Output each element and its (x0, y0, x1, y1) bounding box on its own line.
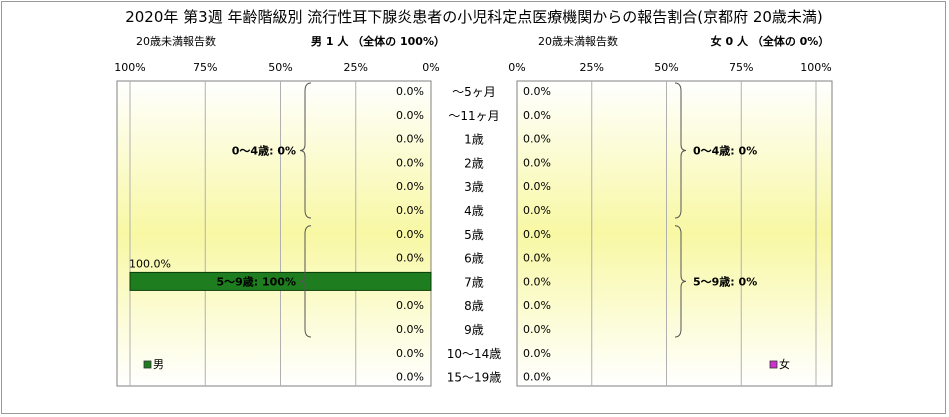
category-label: 9歳 (464, 323, 484, 337)
legend-label-left: 男 (153, 358, 164, 371)
plot-area-left (116, 80, 432, 387)
legend-swatch-right (769, 360, 778, 369)
category-label: 5歳 (464, 228, 484, 242)
value-label: 0.0% (523, 252, 551, 265)
group-label-left: 0～4歳: 0% (232, 144, 296, 158)
value-label: 0.0% (523, 347, 551, 360)
x-tick-label-left: 75% (193, 61, 217, 74)
x-tick-label-right: 0% (508, 61, 525, 74)
group-label-right: 0～4歳: 0% (693, 144, 757, 158)
plot-area-right (516, 80, 833, 387)
value-label: 0.0% (523, 133, 551, 146)
value-label: 0.0% (523, 371, 551, 384)
chart-title: 2020年 第3週 年齢階級別 流行性耳下腺炎患者の小児科定点医療機関からの報告… (125, 8, 823, 26)
group-brace-right (674, 225, 687, 338)
x-tick-label-left: 100% (114, 61, 145, 74)
value-label: 0.0% (396, 252, 424, 265)
category-label: 7歳 (464, 275, 484, 289)
value-label: 0.0% (396, 133, 424, 146)
legend-label-right: 女 (779, 357, 790, 371)
group-brace-left (299, 82, 312, 219)
category-label: 4歳 (464, 204, 484, 218)
category-label: 3歳 (464, 180, 484, 194)
value-label: 0.0% (396, 323, 424, 336)
value-label: 0.0% (396, 371, 424, 384)
value-label: 0.0% (523, 85, 551, 98)
value-label: 100.0% (129, 257, 171, 270)
value-label: 0.0% (523, 180, 551, 193)
category-label: 6歳 (464, 252, 484, 266)
category-label: 2歳 (464, 156, 484, 170)
group-label-left: 5～9歳: 100% (216, 274, 296, 288)
panel-summary-left: 男 1 人 （全体の 100%） (311, 34, 445, 48)
value-label: 0.0% (396, 109, 424, 122)
value-label: 0.0% (523, 156, 551, 169)
panel-header-right: 20歳未満報告数 (538, 35, 618, 48)
value-label: 0.0% (396, 180, 424, 193)
value-label: 0.0% (523, 109, 551, 122)
value-label: 0.0% (523, 228, 551, 241)
category-label: 15～19歳 (447, 371, 502, 385)
value-label: 0.0% (523, 275, 551, 288)
value-label: 0.0% (396, 347, 424, 360)
group-brace-left (299, 225, 312, 338)
x-tick-label-left: 25% (344, 61, 368, 74)
category-label: 8歳 (464, 299, 484, 313)
value-label: 0.0% (396, 299, 424, 312)
panel-summary-right: 女 0 人 （全体の 0%） (711, 34, 830, 48)
x-tick-label-left: 50% (268, 61, 292, 74)
bar-left (129, 271, 432, 291)
legend-swatch-left (143, 360, 152, 369)
value-label: 0.0% (396, 204, 424, 217)
value-label: 0.0% (396, 228, 424, 241)
panel-header-left: 20歳未満報告数 (136, 35, 216, 48)
x-tick-label-right: 25% (580, 61, 604, 74)
category-label: 1歳 (464, 133, 484, 147)
category-label: 10～14歳 (447, 347, 502, 361)
value-label: 0.0% (523, 323, 551, 336)
group-brace-right (674, 82, 687, 219)
category-label: ～11ヶ月 (448, 109, 499, 123)
group-label-right: 5～9歳: 0% (693, 274, 757, 288)
value-label: 0.0% (523, 204, 551, 217)
value-label: 0.0% (396, 156, 424, 169)
x-tick-label-left: 0% (422, 61, 439, 74)
x-tick-label-right: 100% (800, 61, 831, 74)
x-tick-label-right: 50% (654, 61, 678, 74)
value-label: 0.0% (523, 299, 551, 312)
value-label: 0.0% (396, 85, 424, 98)
x-tick-label-right: 75% (729, 61, 753, 74)
category-label: ～5ヶ月 (452, 85, 496, 99)
